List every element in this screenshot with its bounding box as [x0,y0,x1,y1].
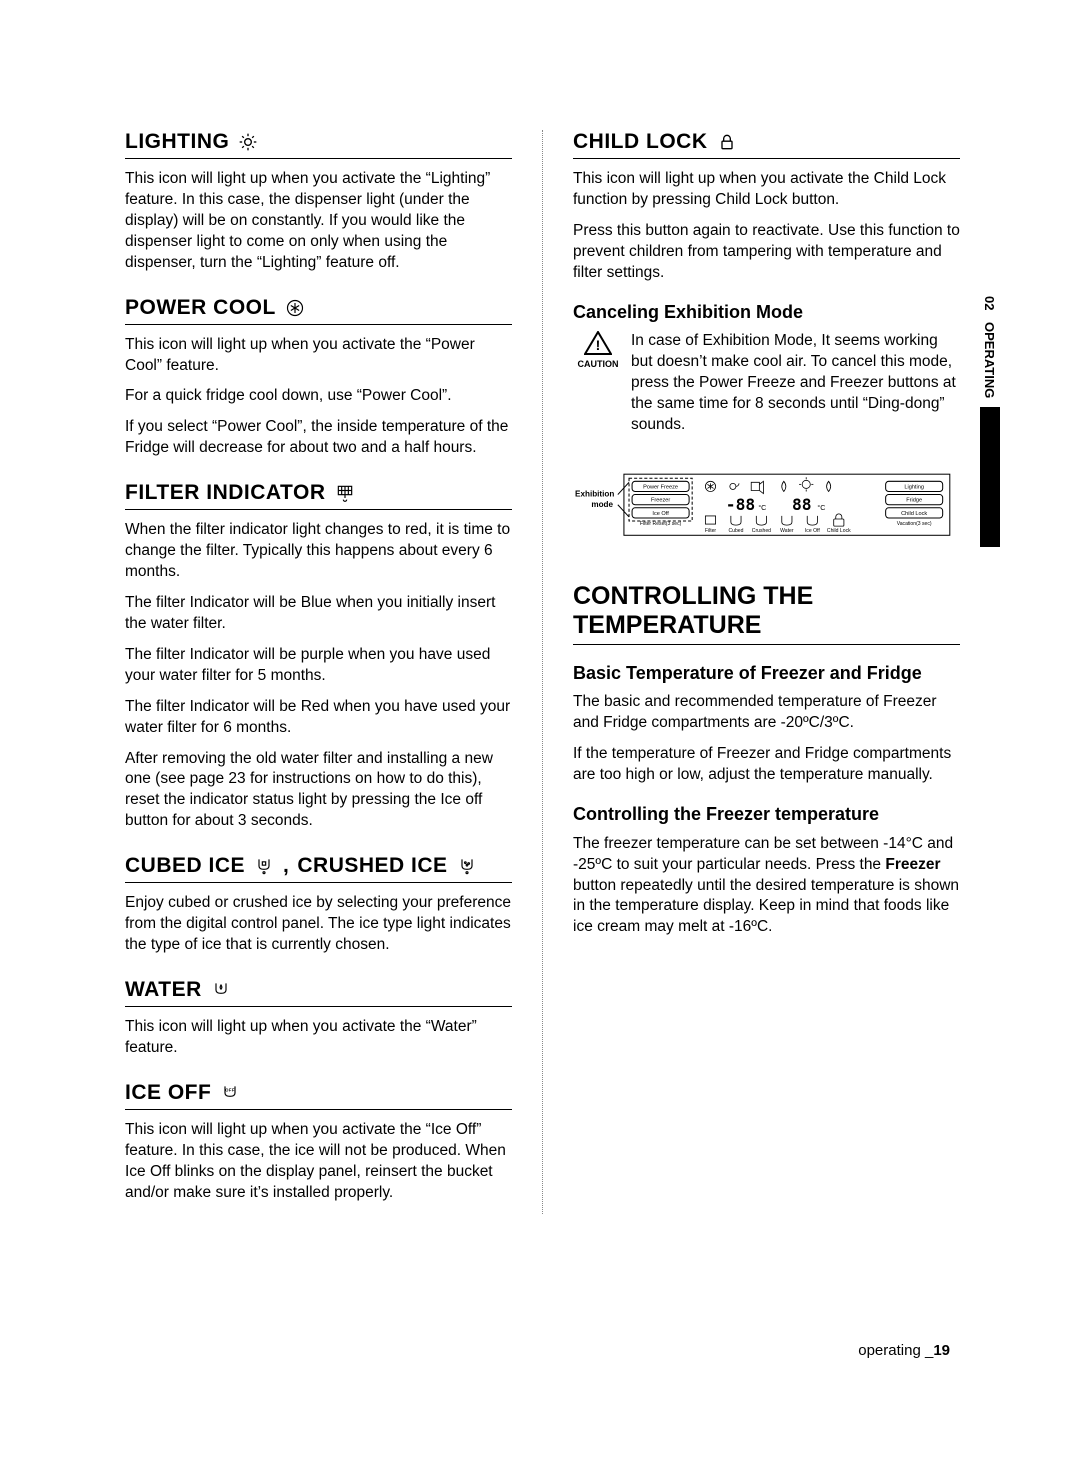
ice-title-a: CUBED ICE [125,854,245,878]
svg-text:Crushed: Crushed [752,528,771,534]
childlock-p1: This icon will light up when you activat… [573,169,960,211]
water-title-text: WATER [125,978,202,1002]
svg-text:OFF: OFF [226,1087,236,1092]
water-p1: This icon will light up when you activat… [125,1017,512,1059]
diagram-label-a: Exhibition [575,489,614,498]
caution-label: CAUTION [578,359,619,369]
freezer-temp-p1: The freezer temperature can be set betwe… [573,834,960,939]
ice-title-sep: , [283,854,289,878]
caution-block: ! CAUTION In case of Exhibition Mode, It… [573,331,960,436]
freezer-p1-b: Freezer [885,856,940,873]
iceoff-title: ICE OFF OFF [125,1081,512,1110]
footer-page: 19 [933,1342,950,1359]
filter-title: FILTER INDICATOR [125,481,512,510]
svg-text:Child Lock: Child Lock [827,528,851,534]
freezer-p1-c: button repeatedly until the desired temp… [573,877,959,936]
filter-p4: The filter Indicator will be Red when yo… [125,697,512,739]
svg-text:!: ! [596,337,601,353]
right-column: CHILD LOCK This icon will light up when … [542,130,960,1214]
water-icon [210,979,232,1001]
svg-text:Cubed: Cubed [728,528,743,534]
svg-text:Lighting: Lighting [904,484,924,490]
page-footer: operating _19 [858,1342,950,1359]
svg-text:Water: Water [780,528,794,534]
caution-icon: ! CAUTION [573,331,623,436]
filter-p3: The filter Indicator will be purple when… [125,645,512,687]
side-tab-marker [980,407,1000,547]
filter-p5: After removing the old water filter and … [125,749,512,833]
iceoff-icon: OFF [219,1082,241,1104]
footer-label: operating _ [858,1342,933,1359]
ice-title-b: CRUSHED ICE [297,854,447,878]
lighting-body: This icon will light up when you activat… [125,169,512,274]
childlock-title-text: CHILD LOCK [573,130,708,154]
filter-title-text: FILTER INDICATOR [125,481,326,505]
svg-text:88: 88 [792,495,812,514]
svg-text:Power Freeze: Power Freeze [643,484,678,490]
filter-p2: The filter Indicator will be Blue when y… [125,593,512,635]
powercool-title-text: POWER COOL [125,296,276,320]
lock-icon [716,131,738,153]
left-column: LIGHTING This icon will light up when yo… [125,130,512,1214]
powercool-p2: For a quick fridge cool down, use “Power… [125,386,512,407]
lighting-icon [237,131,259,153]
lighting-title-text: LIGHTING [125,130,229,154]
controlling-title: CONTROLLING THE TEMPERATURE [573,582,960,645]
iceoff-p1: This icon will light up when you activat… [125,1120,512,1204]
powercool-icon [284,297,306,319]
ice-title: CUBED ICE , CRUSHED ICE [125,854,512,883]
side-tab-text: OPERATING [979,316,1000,404]
svg-text:°C: °C [817,504,825,512]
childlock-title: CHILD LOCK [573,130,960,159]
powercool-title: POWER COOL [125,296,512,325]
exhibition-title: Canceling Exhibition Mode [573,302,960,324]
svg-text:-88: -88 [726,495,755,514]
page-columns: LIGHTING This icon will light up when yo… [125,130,960,1214]
side-tab: 02 OPERATING [979,290,1000,547]
svg-text:Filter: Filter [705,528,717,534]
svg-text:Child Lock: Child Lock [901,511,927,517]
svg-text:Ice Off: Ice Off [652,511,669,517]
ice-p1: Enjoy cubed or crushed ice by selecting … [125,893,512,956]
side-tab-num: 02 [979,290,1000,316]
iceoff-title-text: ICE OFF [125,1081,211,1105]
basic-temp-title: Basic Temperature of Freezer and Fridge [573,663,960,685]
svg-text:Vacation(3 sec): Vacation(3 sec) [897,521,932,527]
exhibition-p1: In case of Exhibition Mode, It seems wor… [631,331,960,436]
basic-temp-p2: If the temperature of Freezer and Fridge… [573,744,960,786]
filter-icon [334,482,356,504]
freezer-temp-title: Controlling the Freezer temperature [573,804,960,826]
cubed-ice-icon [253,855,275,877]
diagram-label-b: mode [591,500,613,509]
svg-text:Fridge: Fridge [906,497,922,503]
control-panel-diagram: Exhibition mode Power Freeze Freezer Ice… [573,464,960,545]
crushed-ice-icon [456,855,478,877]
basic-temp-p1: The basic and recommended temperature of… [573,692,960,734]
water-title: WATER [125,978,512,1007]
svg-text:Filter Reset(3 sec): Filter Reset(3 sec) [640,521,682,527]
lighting-title: LIGHTING [125,130,512,159]
filter-p1: When the filter indicator light changes … [125,520,512,583]
svg-text:°C: °C [758,504,766,512]
svg-text:Freezer: Freezer [651,497,670,503]
svg-text:Ice Off: Ice Off [805,528,820,534]
childlock-p2: Press this button again to reactivate. U… [573,221,960,284]
powercool-p1: This icon will light up when you activat… [125,335,512,377]
powercool-p3: If you select “Power Cool”, the inside t… [125,417,512,459]
